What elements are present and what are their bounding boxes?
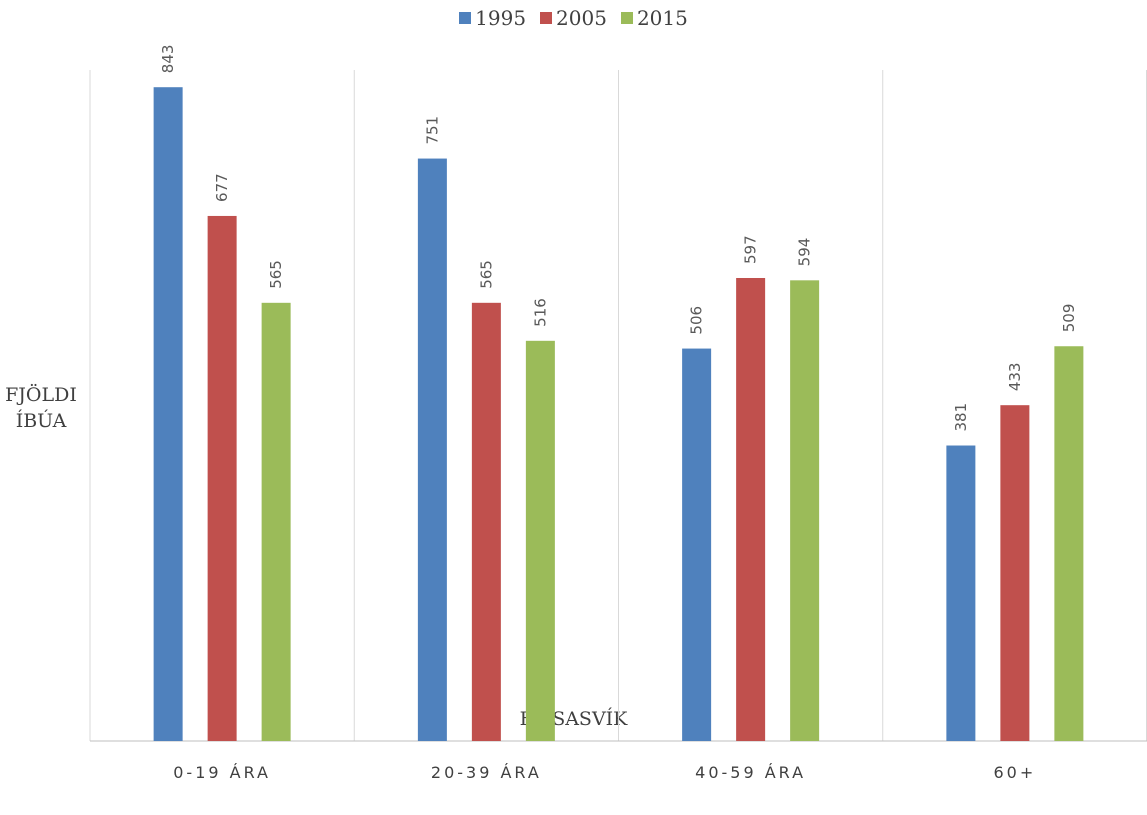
bar-2015 — [261, 302, 291, 741]
bar-1995 — [417, 158, 447, 741]
y-axis-title-line-2: ÍBÚA — [15, 410, 67, 432]
category-label: 20-39 ÁRA — [431, 763, 542, 782]
data-label-1995: 751 — [423, 116, 441, 145]
y-axis-title: FJÖLDI ÍBÚA — [0, 382, 82, 434]
y-axis-title-line-1: FJÖLDI — [5, 384, 77, 406]
data-label-2005: 597 — [742, 235, 760, 264]
data-label-1995: 506 — [688, 306, 706, 335]
category-label: 60+ — [993, 763, 1036, 782]
category-label: 0-19 ÁRA — [173, 763, 271, 782]
legend: 1995 2005 2015 — [0, 6, 1147, 30]
bar-2005 — [471, 302, 501, 741]
bar-2015 — [790, 280, 820, 741]
bar-1995 — [682, 348, 712, 741]
legend-label-1995: 1995 — [475, 6, 527, 30]
bar-2005 — [1000, 405, 1030, 741]
bar-2005 — [736, 277, 766, 741]
bar-2015 — [1054, 346, 1084, 741]
legend-item-2005[interactable]: 2005 — [540, 6, 607, 30]
legend-label-2015: 2015 — [636, 6, 688, 30]
data-label-2015: 516 — [531, 298, 549, 327]
bar-2005 — [207, 215, 237, 742]
legend-swatch-1995 — [459, 12, 472, 24]
data-label-2005: 677 — [213, 173, 231, 202]
bar-2015 — [525, 340, 555, 741]
data-label-2015: 594 — [796, 238, 814, 267]
data-label-2015: 509 — [1060, 304, 1078, 333]
data-label-1995: 843 — [159, 45, 177, 74]
category-label: 40-59 ÁRA — [695, 763, 806, 782]
legend-label-2005: 2005 — [556, 6, 607, 30]
data-label-2005: 433 — [1006, 363, 1024, 392]
legend-swatch-2015 — [620, 12, 633, 24]
bar-1995 — [153, 87, 183, 741]
legend-swatch-2005 — [540, 12, 553, 24]
legend-item-1995[interactable]: 1995 — [459, 6, 526, 30]
data-label-2015: 565 — [267, 260, 285, 289]
bar-1995 — [946, 445, 976, 741]
data-label-2005: 565 — [477, 260, 495, 289]
data-label-1995: 381 — [952, 403, 970, 432]
legend-item-2015[interactable]: 2015 — [620, 6, 688, 30]
